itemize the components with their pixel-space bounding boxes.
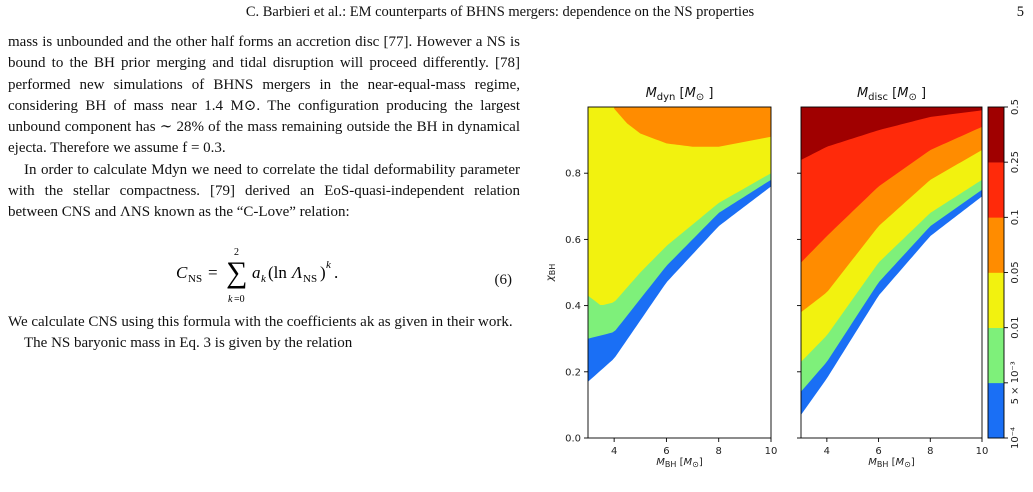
colorbar-tick-label: 10⁻⁴ [1010, 427, 1021, 449]
svg-text:.: . [334, 263, 338, 282]
x-tick-label: 8 [716, 446, 722, 457]
y-tick-label: 0.8 [565, 169, 581, 180]
x-tick-label: 8 [927, 446, 933, 457]
text-column: mass is unbounded and the other half for… [8, 32, 520, 354]
paragraph-3: We calculate CNS using this formula with… [8, 313, 513, 330]
x-tick-label: 10 [976, 446, 989, 457]
axes-frame [587, 106, 772, 439]
panel-title: Mdisc [M⊙ ] [857, 86, 926, 103]
colorbar-tick-label: 0.5 [1010, 99, 1021, 115]
colorbar-segment [988, 107, 1004, 163]
x-axis-label: MBH [M⊙] [656, 457, 703, 469]
figure-svg: Mdyn [M⊙ ] 4 6 8 10 MBH [M⊙] 0.0 0.2 0.4 0.6 0.8 χB… [545, 86, 1021, 469]
colorbar-segment [988, 327, 1004, 384]
svg-text:2: 2 [234, 247, 239, 258]
colorbar-tick-label: 5 × 10⁻³ [1010, 361, 1021, 404]
svg-text:Λ: Λ [290, 263, 303, 282]
svg-text:k: k [228, 294, 233, 305]
svg-text:a: a [252, 263, 261, 282]
svg-text:C: C [176, 263, 188, 282]
colorbar-tick-label: 0.25 [1010, 151, 1021, 173]
y-tick-label: 0.2 [565, 367, 581, 378]
equation-6: C NS = ∑ 2 k =0 a k (ln Λ NS ) k . (6) [8, 230, 520, 310]
colorbar-segment [988, 217, 1004, 273]
panel-title-text: Mdyn [M⊙ ] [646, 86, 714, 103]
contour-regions [801, 107, 982, 438]
colorbar-segment [988, 162, 1004, 218]
panel-title: Mdyn [M⊙ ] [646, 86, 714, 103]
svg-text:NS: NS [188, 273, 202, 285]
contour-figure: Mdyn [M⊙ ] 4 6 8 10 MBH [M⊙] 0.0 0.2 0.4 0.6 0.8 χB… [528, 70, 1033, 490]
svg-text:∑: ∑ [226, 256, 247, 289]
svg-text:=: = [208, 263, 218, 282]
x-tick-label: 6 [875, 446, 881, 457]
colorbar-tick-label: 0.05 [1010, 261, 1021, 283]
x-tick-label: 4 [824, 446, 830, 457]
x-tick-label: 6 [663, 446, 669, 457]
colorbar-tick-label: 0.01 [1010, 317, 1021, 339]
svg-text:(ln: (ln [268, 263, 287, 282]
colorbar: 10⁻⁴ 5 × 10⁻³ 0.01 0.05 0.1 0.25 0.5 [987, 99, 1021, 449]
region-4 [614, 107, 771, 147]
paragraph-4: The NS baryonic mass in Eq. 3 is given b… [24, 334, 353, 351]
x-tick-label: 10 [765, 446, 778, 457]
x-axis-label: MBH [M⊙] [868, 457, 915, 469]
region-3 [588, 107, 771, 306]
colorbar-segment [988, 382, 1004, 439]
region-6 [801, 107, 982, 160]
equation-number: (6) [494, 271, 513, 288]
svg-text:k: k [326, 259, 332, 271]
running-title: C. Barbieri et al.: EM counterparts of B… [245, 4, 755, 20]
paragraph-2: In order to calculate Mdyn we need to co… [8, 161, 520, 221]
x-tick-label: 4 [611, 446, 617, 457]
colorbar-segment [988, 272, 1004, 328]
colorbar-tick-label: 0.1 [1010, 209, 1021, 225]
panel-2: Mdisc [M⊙ ] 4 6 8 10 MBH [M⊙] [797, 86, 988, 469]
region-5 [801, 107, 982, 263]
axes-frame [800, 106, 983, 439]
y-tick-label: 0.0 [565, 434, 581, 445]
svg-text:NS: NS [303, 273, 317, 285]
y-tick-label: 0.4 [565, 301, 581, 312]
y-axis-label: χBH [545, 264, 557, 282]
y-tick-label: 0.6 [565, 235, 581, 246]
paragraph-1: mass is unbounded and the other half for… [8, 34, 520, 157]
panel-1: Mdyn [M⊙ ] 4 6 8 10 MBH [M⊙] 0.0 0.2 0.4 0.6 0.8 χB… [545, 86, 777, 469]
svg-text:=0: =0 [234, 294, 245, 305]
equation-body: C NS = ∑ 2 k =0 a k (ln Λ NS ) k . [176, 247, 338, 305]
svg-text:k: k [261, 273, 267, 285]
panel-title-text: Mdisc [M⊙ ] [857, 86, 926, 103]
svg-text:): ) [320, 263, 326, 282]
running-header: C. Barbieri et al.: EM counterparts of B… [0, 4, 1033, 26]
page-number: 5 [1016, 4, 1024, 20]
contour-regions [588, 107, 771, 438]
